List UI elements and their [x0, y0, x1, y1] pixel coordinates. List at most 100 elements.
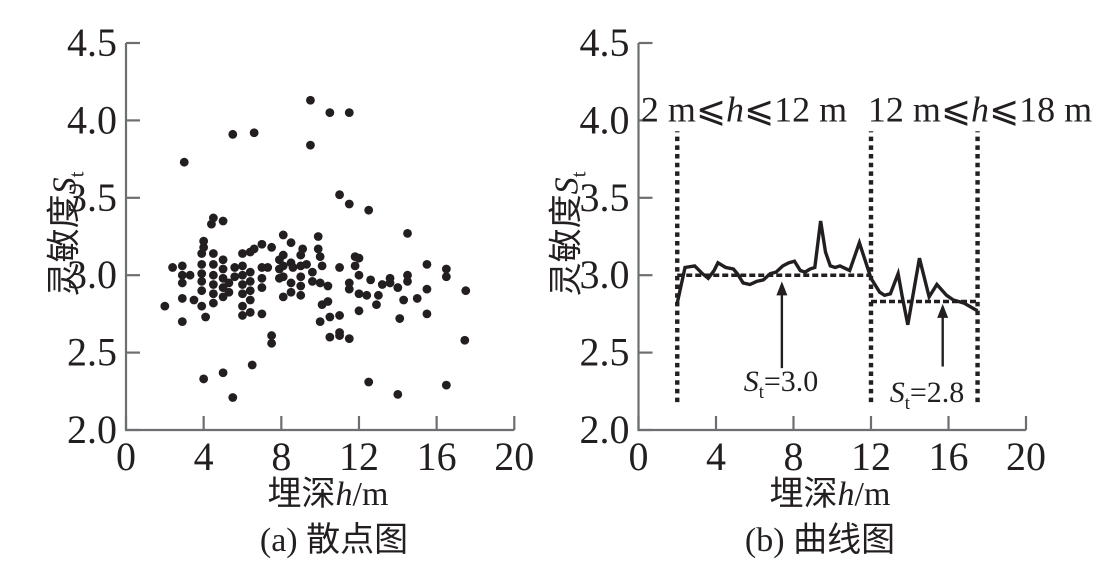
- data-point: [278, 230, 288, 240]
- data-point: [288, 263, 298, 272]
- mean-value-label-2: St=2.8: [890, 378, 965, 414]
- data-point: [257, 283, 267, 292]
- data-point: [201, 312, 211, 322]
- data-point: [373, 290, 383, 300]
- data-point: [257, 239, 267, 249]
- x-tick-label: 0: [629, 434, 649, 479]
- data-point: [422, 259, 432, 269]
- data-point: [296, 290, 306, 300]
- data-point: [298, 244, 308, 254]
- data-point: [245, 286, 255, 296]
- data-point: [335, 263, 344, 272]
- data-point: [177, 294, 187, 303]
- data-point: [238, 289, 247, 299]
- data-point: [199, 236, 209, 246]
- data-point: [230, 272, 240, 282]
- y-tick-label: 3.0: [67, 252, 117, 297]
- data-point: [296, 272, 306, 282]
- y-axis-label-a: 灵敏度St: [46, 172, 89, 297]
- x-axis-label-a-symbol: h: [335, 476, 353, 513]
- data-point: [197, 276, 207, 286]
- data-point: [399, 295, 409, 305]
- data-point: [245, 267, 255, 277]
- y-tick-label: 2.0: [580, 407, 630, 452]
- data-point: [354, 306, 364, 316]
- data-point: [286, 238, 296, 248]
- data-point: [245, 276, 255, 286]
- data-point: [247, 360, 257, 370]
- mean-value-label-1: St=3.0: [744, 367, 819, 403]
- x-tick-label: 20: [494, 434, 534, 479]
- data-point: [267, 331, 277, 340]
- data-point: [245, 307, 255, 317]
- x-axis-label-b-text: 埋深: [769, 476, 838, 513]
- x-axis-label-a: 埋深h/m: [268, 478, 389, 512]
- data-point: [441, 264, 451, 274]
- segment-1-range-text: 2 m: [640, 89, 696, 130]
- data-point: [286, 287, 296, 297]
- data-point: [323, 281, 333, 291]
- data-point: [208, 289, 218, 299]
- segment-2-range-text2: 18 m: [1019, 89, 1093, 130]
- data-point: [208, 259, 218, 269]
- data-point: [249, 128, 259, 138]
- y-axis-label-a-symbol: S: [46, 177, 84, 195]
- data-point: [238, 311, 247, 320]
- data-point: [385, 278, 395, 288]
- data-point: [306, 140, 315, 150]
- data-point: [393, 389, 403, 399]
- data-point: [315, 278, 325, 288]
- data-point: [257, 309, 267, 319]
- x-axis-label-a-unit: /m: [352, 476, 389, 513]
- data-point: [395, 314, 405, 323]
- data-point: [315, 317, 325, 327]
- data-point: [366, 275, 376, 285]
- mean-1-subscript: t: [758, 382, 764, 404]
- data-point: [393, 283, 403, 292]
- data-point: [218, 255, 228, 265]
- data-point: [364, 205, 374, 215]
- y-axis-label-b: 灵敏度St: [549, 172, 591, 297]
- data-point: [335, 311, 344, 320]
- data-point: [350, 261, 360, 271]
- leq-icon: ⩽: [989, 89, 1020, 131]
- data-point: [422, 284, 432, 294]
- x-tick-label: 16: [417, 434, 457, 479]
- data-point: [278, 272, 288, 282]
- data-point: [306, 95, 315, 105]
- data-point: [249, 244, 259, 254]
- data-point: [441, 272, 451, 282]
- x-tick-label: 8: [271, 434, 291, 479]
- data-point: [189, 295, 199, 305]
- data-point: [197, 269, 207, 279]
- y-tick-label: 4.5: [580, 20, 630, 65]
- data-point: [344, 278, 354, 288]
- data-point: [218, 264, 228, 274]
- segment-1-range-symbol: h: [726, 89, 744, 130]
- annotation-arrow-head: [776, 281, 788, 296]
- data-point: [403, 276, 412, 286]
- sensitivity-curve: [675, 220, 979, 326]
- data-point: [197, 286, 207, 296]
- data-point: [377, 280, 387, 289]
- segment-1-range-text2: 12 m: [774, 89, 848, 130]
- data-point: [218, 216, 228, 226]
- data-point: [238, 261, 247, 271]
- data-point: [238, 280, 247, 289]
- caption-a: (a) 散点图: [259, 522, 409, 559]
- data-point: [199, 374, 209, 384]
- y-tick-label: 4.5: [67, 20, 117, 65]
- y-tick-label: 3.5: [580, 175, 630, 220]
- data-point: [344, 108, 354, 118]
- data-point: [323, 297, 333, 306]
- x-tick-label: 8: [784, 434, 804, 479]
- data-point: [307, 267, 317, 277]
- data-point: [177, 278, 187, 288]
- data-point: [218, 368, 228, 378]
- data-point: [263, 263, 273, 272]
- data-point: [364, 377, 374, 387]
- scatter-panel: 0 4 8 12 16 20 2.0 2.5 3.0 3.5 4.0 4.5: [67, 20, 534, 479]
- line-panel: 0 4 8 12 16 20 2.0 2.5 3.0 3.5 4.0 4.5: [580, 20, 1047, 479]
- data-point: [325, 332, 335, 342]
- data-point: [313, 244, 323, 254]
